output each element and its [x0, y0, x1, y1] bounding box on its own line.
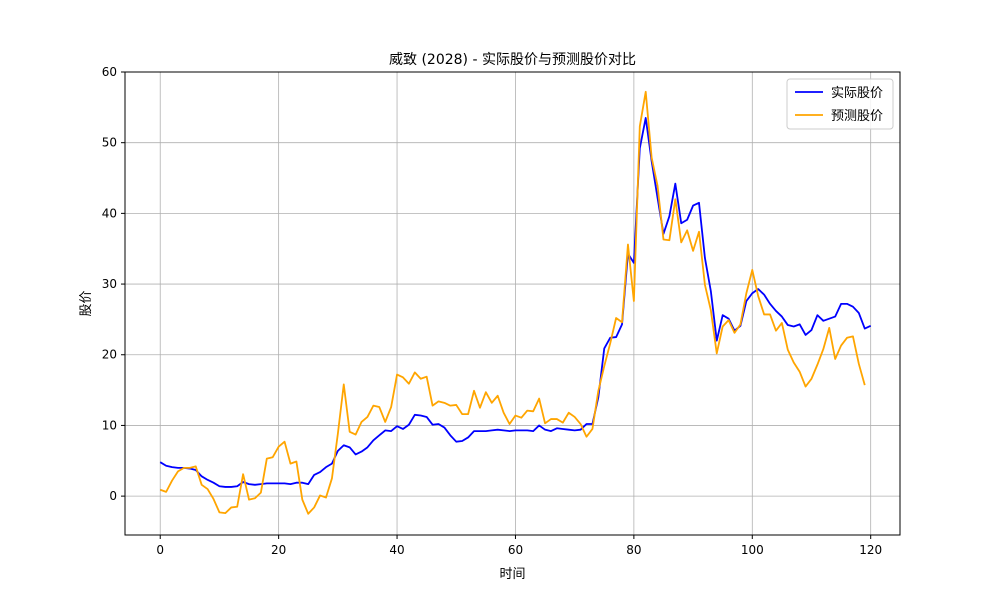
series-lines: [159, 90, 872, 515]
x-tick-label: 100: [741, 543, 764, 557]
legend-label-predicted: 预测股价: [831, 109, 883, 124]
x-tick-label: 120: [859, 543, 882, 557]
y-tick-label: 40: [102, 206, 117, 220]
x-tick-label: 40: [389, 543, 404, 557]
x-tick-label: 60: [508, 543, 523, 557]
x-axis-label: 时间: [499, 567, 525, 582]
x-tick-label: 80: [626, 543, 641, 557]
y-axis-label: 股价: [79, 290, 94, 316]
y-tick-label: 0: [109, 489, 117, 503]
chart-title: 威致 (2028) - 实际股价与预测股价对比: [389, 52, 636, 68]
y-tick-label: 20: [102, 348, 117, 362]
y-tick-label: 30: [102, 277, 117, 291]
x-tick-label: 0: [156, 543, 164, 557]
legend-label-actual: 实际股价: [831, 86, 883, 101]
y-tick-label: 10: [102, 418, 117, 432]
axis-ticks: 0 20 40 60 80 100 120 0 10 20 30 40 50 60: [102, 65, 882, 557]
actual-price-line: [159, 117, 872, 488]
x-tick-label: 20: [271, 543, 286, 557]
plot-frame: [124, 71, 901, 536]
y-tick-label: 60: [102, 65, 117, 79]
legend: 实际股价 预测股价: [786, 78, 894, 130]
predicted-price-line: [159, 90, 866, 515]
y-tick-label: 50: [102, 136, 117, 150]
